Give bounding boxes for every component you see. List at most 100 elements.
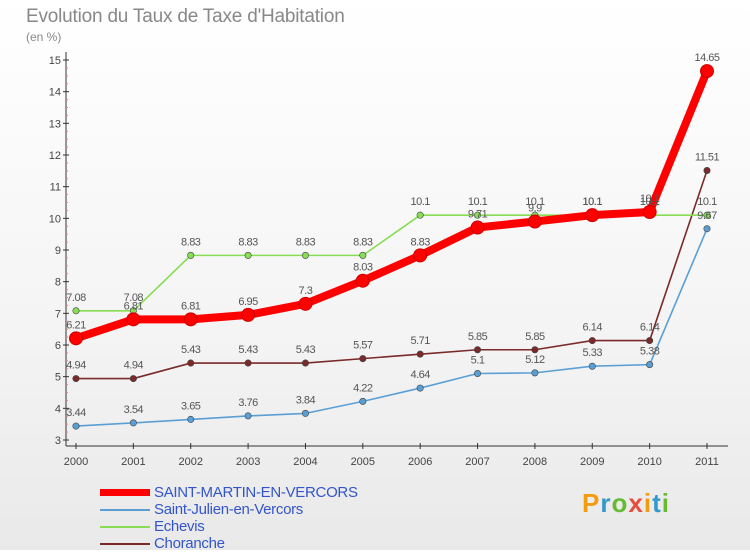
data-label: 5.85	[468, 331, 488, 343]
data-label: 6.21	[66, 319, 86, 331]
data-point	[301, 409, 309, 417]
logo-letter: o	[611, 488, 629, 518]
data-label: 6.14	[640, 322, 660, 334]
data-point	[241, 307, 256, 322]
data-point	[646, 337, 654, 345]
y-tick-label: 5	[55, 372, 61, 384]
logo-letter: x	[628, 488, 644, 518]
chart-title: Evolution du Taux de Taxe d'Habitation	[26, 6, 345, 27]
data-point	[642, 205, 657, 219]
data-point	[703, 211, 711, 219]
data-point	[474, 346, 482, 354]
data-label: 8.83	[410, 236, 430, 248]
legend-item: Echevis	[100, 518, 358, 535]
data-label: 10.1	[525, 196, 545, 208]
data-point	[187, 415, 195, 423]
data-label: 5.43	[181, 344, 201, 356]
data-point	[703, 225, 711, 233]
series-line	[75, 169, 708, 380]
data-point	[129, 375, 137, 383]
data-label: 8.83	[181, 236, 201, 248]
data-point	[187, 251, 195, 259]
data-point	[700, 64, 714, 79]
data-label: 7.08	[66, 292, 86, 304]
y-tick-label: 14	[49, 87, 61, 99]
chart-legend: SAINT-MARTIN-EN-VERCORS Saint-Julien-en-V…	[100, 484, 358, 552]
data-label: 3.84	[296, 394, 316, 406]
legend-swatch	[100, 542, 150, 545]
data-label: 7.08	[124, 292, 144, 304]
data-label: 5.57	[353, 340, 373, 352]
x-tick-label: 2001	[121, 456, 145, 468]
legend-item: Saint-Julien-en-Vercors	[100, 501, 358, 518]
logo-letter: t	[652, 488, 662, 518]
series-line	[72, 67, 711, 343]
data-label: 9.9	[528, 203, 542, 215]
data-label: 6.81	[124, 300, 144, 312]
data-point	[183, 312, 198, 327]
data-point	[416, 384, 424, 392]
data-label: 10.1	[583, 196, 603, 208]
data-point	[474, 211, 482, 219]
data-label: 8.03	[353, 262, 373, 274]
x-tick-label: 2007	[465, 456, 489, 468]
data-point	[359, 355, 367, 363]
x-tick-label: 2003	[236, 456, 260, 468]
data-label: 5.1	[471, 355, 485, 367]
data-label: 4.94	[124, 360, 144, 372]
data-label: 11.51	[695, 152, 720, 164]
data-point	[72, 422, 80, 430]
data-point	[301, 359, 309, 367]
y-tick-label: 10	[49, 213, 61, 225]
data-point	[416, 350, 424, 358]
data-label: 5.71	[410, 335, 430, 347]
data-point	[355, 273, 370, 288]
x-tick-label: 2002	[178, 456, 202, 468]
data-label: 7.3	[299, 285, 313, 297]
data-point	[416, 211, 424, 219]
x-tick-label: 2008	[523, 456, 547, 468]
y-tick-label: 4	[55, 403, 61, 415]
y-tick-label: 7	[55, 308, 61, 320]
logo-letter: P	[582, 488, 601, 518]
data-label: 3.76	[238, 397, 258, 409]
data-label: 10.1	[640, 196, 660, 208]
data-label: 9.71	[468, 209, 488, 221]
data-label: 4.64	[410, 369, 430, 381]
data-point	[413, 248, 428, 263]
data-label: 5.33	[583, 347, 603, 359]
data-label: 5.43	[296, 344, 316, 356]
data-label: 6.14	[583, 322, 603, 334]
logo-letter: i	[643, 488, 653, 518]
data-point	[129, 419, 137, 427]
logo-letter: r	[600, 488, 612, 518]
legend-swatch	[100, 525, 150, 528]
y-tick-label: 8	[55, 277, 61, 289]
data-label: 6.95	[238, 296, 258, 308]
legend-item: SAINT-MARTIN-EN-VERCORS	[100, 484, 358, 501]
data-label: 14.65	[694, 52, 719, 64]
data-point	[244, 359, 252, 367]
x-tick-label: 2004	[293, 456, 317, 468]
data-point	[470, 220, 485, 235]
data-label: 10.1	[468, 196, 488, 208]
data-point	[72, 307, 80, 315]
y-tick-label: 9	[55, 245, 61, 257]
legend-label: Saint-Julien-en-Vercors	[154, 501, 304, 518]
y-tick-label: 12	[49, 150, 61, 162]
y-tick-label: 15	[49, 55, 61, 67]
data-label: 3.44	[66, 407, 86, 419]
data-label: 10.1	[583, 196, 603, 208]
data-label: 3.54	[124, 404, 144, 416]
data-point	[301, 251, 309, 259]
data-point	[588, 337, 596, 345]
legend-label: Echevis	[154, 518, 205, 535]
data-label: 5.38	[640, 346, 660, 358]
data-label: 10.1	[410, 196, 430, 208]
data-label: 5.12	[525, 354, 545, 366]
data-point	[244, 251, 252, 259]
data-label: 8.83	[353, 236, 373, 248]
data-label: 10.1	[697, 196, 717, 208]
